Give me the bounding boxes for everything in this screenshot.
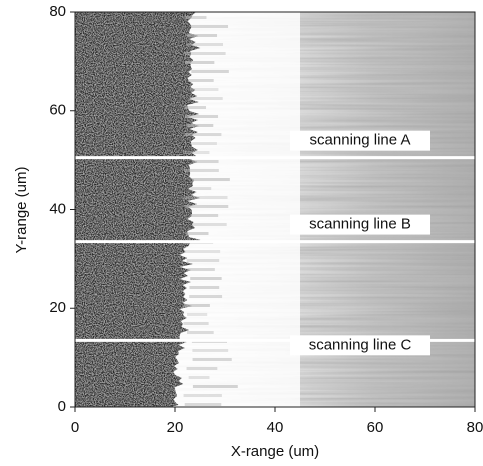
edge-streak — [187, 268, 215, 271]
edge-streak — [190, 25, 229, 28]
edge-streak — [183, 151, 210, 154]
scan-line-label: scanning line B — [309, 216, 411, 233]
edge-streak — [192, 385, 238, 388]
label-box — [290, 214, 430, 235]
x-tick-label: 0 — [71, 419, 79, 436]
edge-streak — [186, 331, 214, 334]
x-tick-label: 40 — [267, 419, 284, 436]
edge-streak — [192, 178, 230, 181]
x-tick-label: 80 — [467, 419, 483, 436]
edge-streak — [186, 43, 224, 46]
edge-streak — [184, 61, 215, 64]
edge-streak — [183, 322, 209, 325]
label-box — [290, 130, 430, 151]
edge-streak — [186, 259, 220, 262]
dark-region — [75, 12, 201, 407]
edge-streak — [192, 142, 217, 145]
edge-streak — [192, 160, 219, 163]
edge-streak — [190, 97, 223, 100]
edge-streak — [184, 403, 222, 406]
edge-streak — [184, 133, 222, 136]
edge-streak — [184, 16, 207, 19]
scan-line-label: scanning line C — [309, 336, 412, 353]
edge-streak — [187, 313, 208, 316]
edge-streak — [184, 106, 207, 109]
edge-streak — [184, 250, 221, 253]
edge-streak — [184, 115, 219, 118]
edge-streak — [186, 34, 218, 37]
y-tick-label: 20 — [49, 299, 66, 316]
y-axis-title: Y-range (um) — [13, 167, 30, 254]
y-tick-label: 0 — [58, 398, 66, 415]
scan-line-label: scanning line A — [310, 132, 411, 149]
edge-streak — [187, 124, 214, 127]
edge-streak — [189, 295, 223, 298]
edge-streak — [185, 205, 229, 208]
edge-streak — [191, 70, 229, 73]
edge-streak — [186, 367, 218, 370]
edge-streak — [190, 277, 222, 280]
edge-streak — [192, 349, 229, 352]
y-tick-label: 80 — [49, 3, 66, 20]
edge-streak — [188, 79, 214, 82]
edge-streak — [186, 232, 209, 235]
edge-streak — [183, 196, 228, 199]
edge-streak — [192, 358, 232, 361]
edge-streak — [183, 394, 222, 397]
y-tick-label: 60 — [49, 102, 66, 119]
x-axis-title: X-range (um) — [231, 443, 319, 460]
x-tick-label: 20 — [167, 419, 184, 436]
edge-streak — [184, 169, 219, 172]
edge-streak — [189, 88, 219, 91]
y-tick-label: 40 — [49, 200, 66, 217]
edge-streak — [190, 187, 212, 190]
edge-streak — [183, 304, 210, 307]
edge-streak — [190, 214, 219, 217]
edge-streak — [192, 223, 227, 226]
label-box — [290, 335, 430, 356]
edge-streak — [184, 52, 226, 55]
edge-streak — [188, 376, 210, 379]
x-tick-label: 60 — [367, 419, 384, 436]
edge-streak — [189, 286, 220, 289]
